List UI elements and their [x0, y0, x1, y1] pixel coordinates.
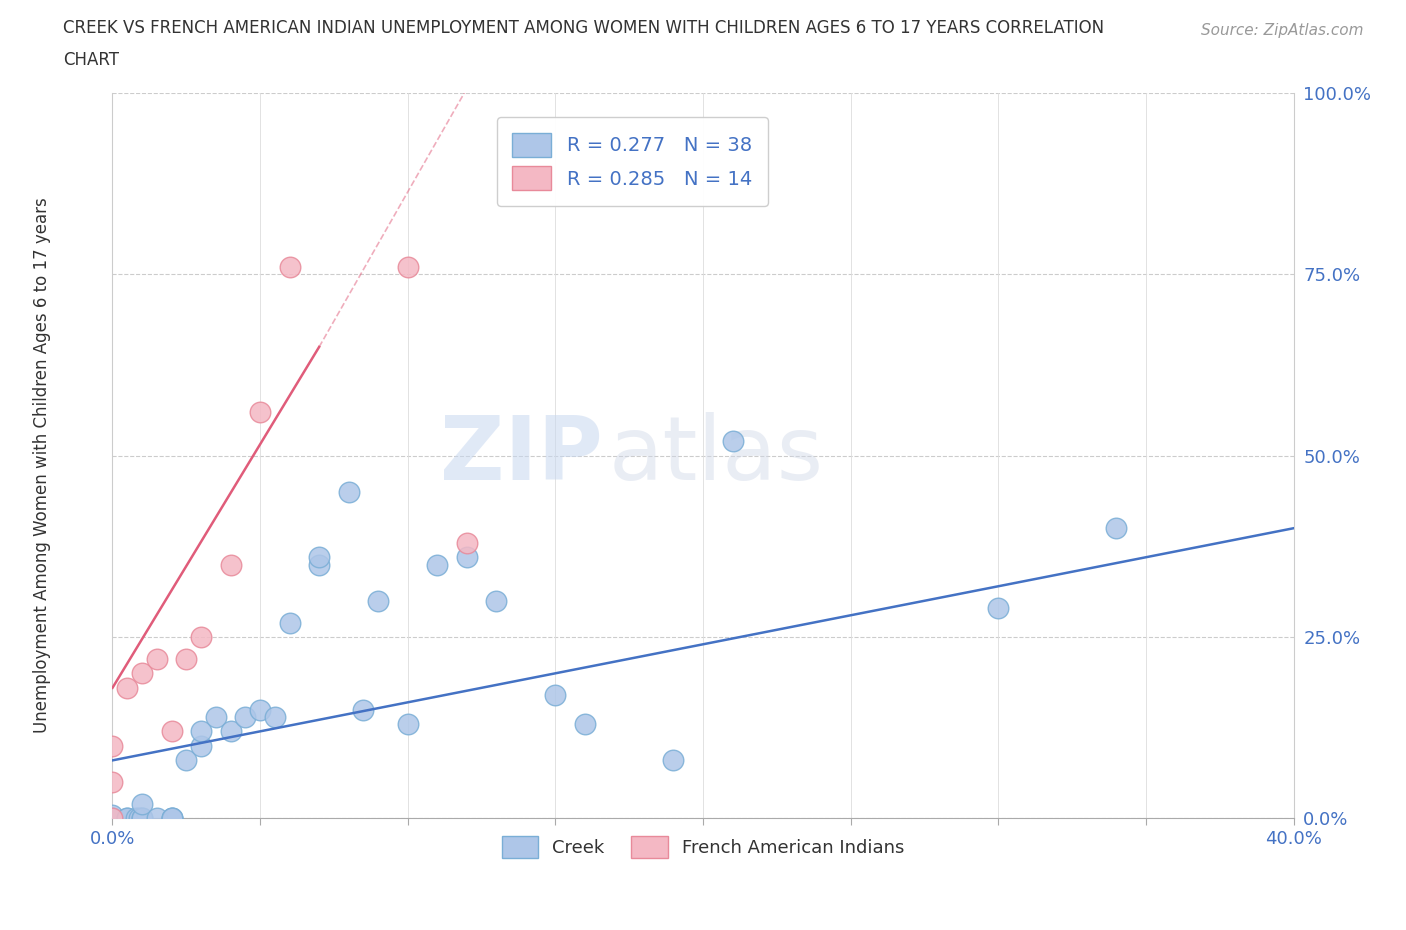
Point	[101, 738, 124, 753]
Point	[485, 593, 508, 608]
Point	[146, 651, 169, 666]
Point	[174, 753, 197, 768]
Text: CHART: CHART	[63, 51, 120, 69]
Point	[160, 811, 183, 826]
Point	[426, 557, 449, 572]
Point	[278, 615, 301, 630]
Point	[125, 811, 148, 826]
Point	[264, 710, 287, 724]
Text: CREEK VS FRENCH AMERICAN INDIAN UNEMPLOYMENT AMONG WOMEN WITH CHILDREN AGES 6 TO: CREEK VS FRENCH AMERICAN INDIAN UNEMPLOY…	[63, 19, 1104, 36]
Point	[662, 753, 685, 768]
Point	[160, 724, 183, 738]
Point	[117, 811, 138, 826]
Point	[219, 557, 242, 572]
Point	[131, 666, 153, 681]
Point	[146, 811, 169, 826]
Point	[101, 811, 124, 826]
Point	[174, 651, 197, 666]
Point	[456, 536, 478, 551]
Legend: Creek, French American Indians: Creek, French American Indians	[492, 828, 914, 868]
Point	[219, 724, 242, 738]
Point	[987, 601, 1010, 616]
Point	[160, 811, 183, 826]
Text: atlas: atlas	[609, 412, 824, 499]
Point	[278, 259, 301, 274]
Point	[117, 681, 138, 696]
Point	[190, 724, 212, 738]
Point	[101, 807, 124, 822]
Point	[101, 775, 124, 790]
Point	[233, 710, 256, 724]
Point	[721, 433, 744, 448]
Point	[101, 811, 124, 826]
Point	[249, 405, 271, 419]
Point	[190, 738, 212, 753]
Point	[574, 717, 596, 732]
Point	[249, 702, 271, 717]
Point	[544, 687, 567, 702]
Text: Unemployment Among Women with Children Ages 6 to 17 years: Unemployment Among Women with Children A…	[34, 197, 51, 733]
Point	[337, 485, 360, 499]
Point	[308, 557, 330, 572]
Point	[396, 259, 419, 274]
Point	[308, 550, 330, 565]
Point	[352, 702, 374, 717]
Point	[128, 811, 150, 826]
Text: Source: ZipAtlas.com: Source: ZipAtlas.com	[1201, 23, 1364, 38]
Point	[396, 717, 419, 732]
Point	[205, 710, 228, 724]
Point	[160, 811, 183, 826]
Text: ZIP: ZIP	[440, 412, 603, 499]
Point	[131, 811, 153, 826]
Point	[1105, 521, 1128, 536]
Point	[101, 811, 124, 826]
Point	[131, 811, 153, 826]
Point	[117, 811, 138, 826]
Point	[456, 550, 478, 565]
Point	[190, 630, 212, 644]
Point	[367, 593, 389, 608]
Point	[131, 796, 153, 811]
